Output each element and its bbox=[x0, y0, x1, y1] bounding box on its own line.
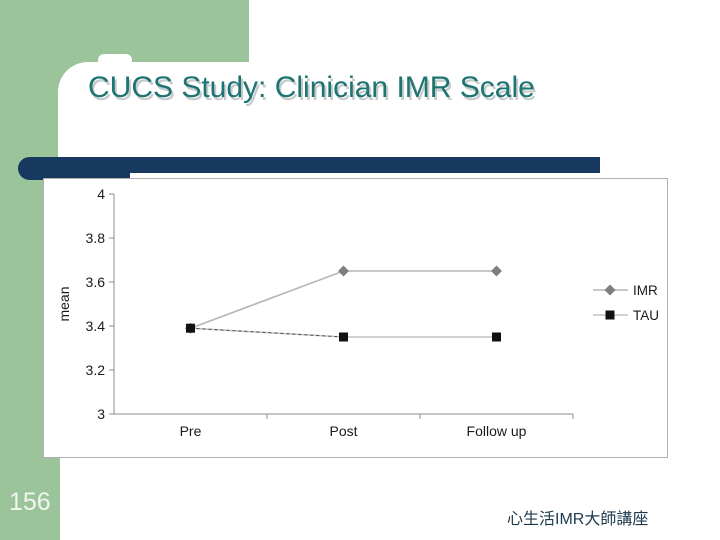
svg-text:TAU: TAU bbox=[633, 308, 659, 323]
series-imr bbox=[185, 265, 502, 334]
chart-axes bbox=[113, 194, 573, 415]
footer-text: 心生活IMR大師講座 bbox=[507, 511, 649, 528]
page-number: 156 bbox=[9, 488, 51, 516]
chart-legend: IMR TAU bbox=[593, 283, 659, 323]
y-axis-title: mean bbox=[56, 286, 72, 321]
svg-text:mean: mean bbox=[56, 286, 72, 321]
svg-text:IMR: IMR bbox=[633, 283, 658, 298]
svg-text:3: 3 bbox=[97, 406, 105, 422]
line-chart-canvas: 4 3.8 3.6 3.4 3.2 3 Pre Post Follow up mean IMR TAU bbox=[56, 186, 659, 439]
imr-scale-chart: 4 3.8 3.6 3.4 3.2 3 Pre Post Follow up mean IMR TAU bbox=[43, 178, 668, 458]
title-underline-bar bbox=[30, 157, 600, 173]
svg-text:3.4: 3.4 bbox=[86, 318, 106, 334]
svg-text:4: 4 bbox=[97, 186, 105, 202]
svg-text:Pre: Pre bbox=[180, 423, 202, 439]
x-axis-ticks: Pre Post Follow up bbox=[180, 414, 574, 439]
y-axis-ticks: 4 3.8 3.6 3.4 3.2 3 bbox=[86, 186, 114, 422]
slide-title: CUCS Study: Clinician IMR Scale bbox=[88, 71, 535, 104]
svg-text:Post: Post bbox=[329, 423, 357, 439]
series-tau bbox=[186, 323, 501, 342]
svg-text:3.8: 3.8 bbox=[86, 230, 106, 246]
svg-text:3.6: 3.6 bbox=[86, 274, 106, 290]
svg-text:3.2: 3.2 bbox=[86, 362, 106, 378]
svg-text:Follow up: Follow up bbox=[467, 423, 527, 439]
content-box bbox=[58, 62, 638, 162]
